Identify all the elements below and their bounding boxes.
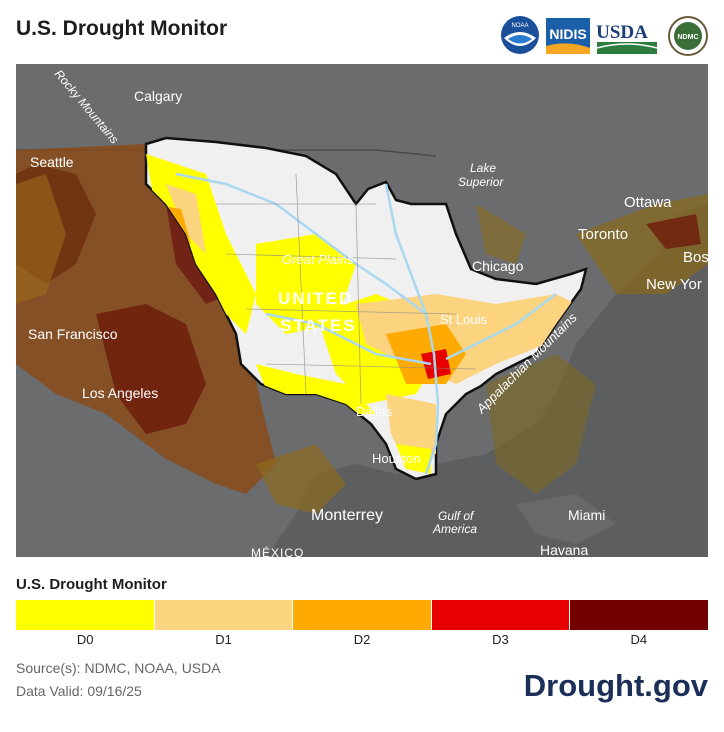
- label-ottawa: Ottawa: [624, 194, 672, 211]
- ndmc-logo: NDMC: [668, 16, 708, 56]
- drought-sw-d4: [96, 304, 206, 434]
- label-seattle: Seattle: [30, 154, 74, 170]
- label-great-plains: Great Plains: [282, 252, 354, 267]
- arkansas-river: [265, 312, 432, 366]
- noaa-logo: NOAA: [501, 16, 539, 54]
- drought-mexico-d1: [256, 444, 346, 514]
- source-text: Source(s): NDMC, NOAA, USDA: [16, 660, 221, 676]
- svg-text:USDA: USDA: [596, 22, 648, 43]
- legend-label-d4: D4: [630, 632, 648, 647]
- drought-southeast-d0: [486, 354, 596, 494]
- label-new-york: New Yor: [646, 276, 702, 293]
- legend-label-d0: D0: [76, 632, 94, 647]
- label-gulf-1: Gulf of: [438, 509, 475, 523]
- nidis-logo: NIDIS: [546, 18, 590, 54]
- mississippi-river: [384, 183, 440, 475]
- legend-swatch-d2: [293, 600, 432, 630]
- ohio-river: [445, 293, 557, 361]
- legend-swatch-d3: [431, 600, 571, 630]
- svg-text:NIDIS: NIDIS: [549, 26, 586, 42]
- label-lake-1: Lake: [470, 161, 496, 175]
- label-dallas: Dallas: [356, 404, 393, 419]
- drought-map[interactable]: Rocky Mountains Calgary Seattle Lake Sup…: [16, 64, 708, 557]
- label-monterrey: Monterrey: [311, 507, 383, 524]
- legend-bar: [16, 600, 708, 630]
- caribbean-land: [516, 494, 616, 544]
- data-valid-text: Data Valid: 09/16/25: [16, 683, 142, 699]
- label-houston: Houston: [372, 451, 420, 466]
- legend-label-d3: D3: [492, 632, 509, 647]
- legend-swatch-d4: [570, 600, 708, 630]
- label-havana: Havana: [540, 542, 588, 557]
- legend-label-d1: D1: [215, 632, 232, 647]
- rivers: [175, 172, 557, 475]
- label-san-francisco: San Francisco: [28, 326, 118, 342]
- drought-greatlakes-d1: [476, 204, 526, 264]
- legend-swatch-d0: [16, 600, 155, 630]
- basin-d1-nw: [166, 184, 206, 254]
- label-st-louis: St Louis: [440, 312, 487, 327]
- basin-d0-gulf: [396, 444, 431, 474]
- label-toronto: Toronto: [578, 226, 628, 243]
- label-gulf-2: America: [432, 522, 477, 536]
- svg-text:NDMC: NDMC: [678, 34, 699, 41]
- svg-text:NOAA: NOAA: [511, 23, 528, 29]
- missouri-river: [175, 172, 427, 315]
- legend-label-d2: D2: [353, 632, 371, 647]
- label-boston: Bos: [683, 249, 708, 266]
- drought-northeast-d3: [646, 214, 701, 249]
- label-states: STATES: [280, 316, 357, 335]
- drought-gov-link[interactable]: Drought.gov: [523, 668, 708, 703]
- map-canvas: Rocky Mountains Calgary Seattle Lake Sup…: [16, 64, 708, 557]
- page-title: U.S. Drought Monitor: [16, 17, 228, 40]
- usda-logo: USDA: [596, 22, 658, 54]
- legend-swatch-d1: [154, 600, 294, 630]
- drought-coast-d1: [16, 174, 66, 304]
- label-los-angeles: Los Angeles: [82, 385, 158, 401]
- legend-labels: D0 D1 D2 D3 D4: [16, 632, 708, 647]
- label-calgary: Calgary: [134, 88, 182, 104]
- label-lake-2: Superior: [458, 175, 504, 189]
- legend-title: U.S. Drought Monitor: [16, 576, 167, 593]
- label-mexico: MÉXICO: [251, 545, 304, 557]
- agency-logos: NOAA NIDIS USDA NDMC: [501, 16, 708, 56]
- label-miami: Miami: [568, 507, 605, 523]
- label-chicago: Chicago: [472, 258, 524, 274]
- state-borders: [216, 173, 477, 405]
- basin-d0-south: [256, 364, 376, 414]
- label-united: UNITED: [278, 289, 353, 308]
